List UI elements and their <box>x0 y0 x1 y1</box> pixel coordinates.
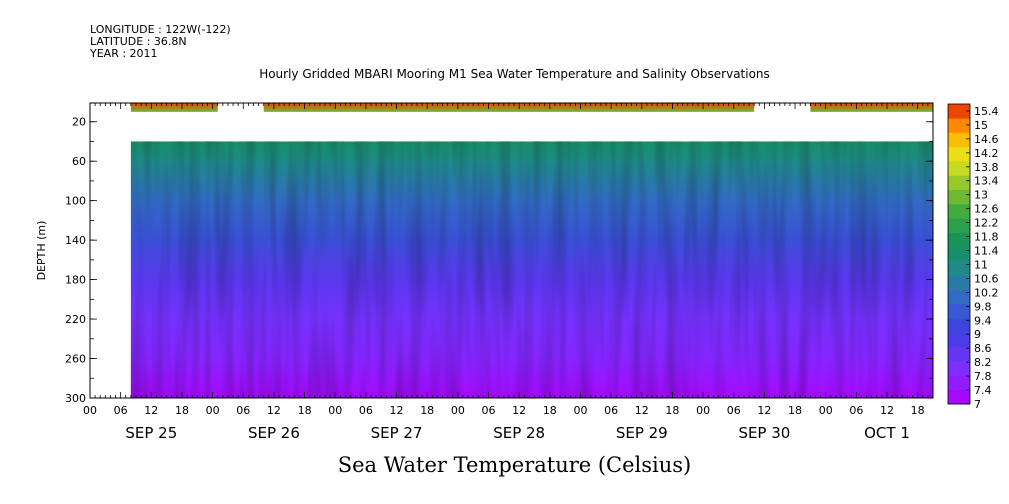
y-tick-label: 20 <box>72 116 86 129</box>
colorbar-band <box>948 389 970 405</box>
longitude-label: LONGITUDE : 122W(-122) <box>90 23 231 36</box>
x-day-label: SEP 26 <box>248 424 300 442</box>
colorbar-label: 9.4 <box>974 314 992 327</box>
x-hour-label: 00 <box>206 404 220 417</box>
colorbar-band <box>948 318 970 333</box>
colorbar-label: 14.2 <box>974 147 999 160</box>
x-hour-label: 12 <box>757 404 771 417</box>
colorbar-band <box>948 246 970 262</box>
x-hour-label: 18 <box>175 404 189 417</box>
colorbar-band <box>948 132 970 148</box>
colorbar-label: 15.4 <box>974 105 999 118</box>
colorbar-label: 14.6 <box>974 133 999 146</box>
x-hour-label: 06 <box>236 404 250 417</box>
colorbar-label: 13.4 <box>974 175 999 188</box>
x-day-label: SEP 29 <box>616 424 668 442</box>
x-day-label: SEP 28 <box>493 424 545 442</box>
y-axis-label: DEPTH (m) <box>35 221 48 281</box>
colorbar-label: 11.4 <box>974 245 999 258</box>
x-day-label: SEP 27 <box>371 424 423 442</box>
colorbar-band <box>948 261 970 276</box>
x-hour-label: 18 <box>543 404 557 417</box>
colorbar-label: 15 <box>974 119 988 132</box>
colorbar-band <box>948 332 970 348</box>
colorbar-band <box>948 232 970 248</box>
colorbar-band <box>948 189 970 205</box>
latitude-label: LATITUDE : 36.8N <box>90 35 187 48</box>
colorbar-label: 8.6 <box>974 342 992 355</box>
colorbar-label: 7.4 <box>974 384 992 397</box>
colorbar-label: 10.2 <box>974 286 999 299</box>
y-tick-label: 60 <box>72 155 86 168</box>
colorbar-label: 11.8 <box>974 231 999 244</box>
x-hour-label: 18 <box>420 404 434 417</box>
x-hour-label: 18 <box>911 404 925 417</box>
x-hour-label: 00 <box>328 404 342 417</box>
colorbar-band <box>948 375 970 391</box>
x-hour-label: 00 <box>696 404 710 417</box>
colorbar-label: 12.2 <box>974 217 999 230</box>
x-hour-label: 18 <box>298 404 312 417</box>
colorbar-band <box>948 104 970 119</box>
colorbar-band <box>948 304 970 319</box>
colorbar-label: 7.8 <box>974 370 992 383</box>
y-tick-label: 140 <box>65 234 86 247</box>
colorbar-label: 7 <box>974 398 981 411</box>
x-hour-label: 06 <box>604 404 618 417</box>
x-hour-label: 12 <box>267 404 281 417</box>
colorbar-label: 8.2 <box>974 356 992 369</box>
y-tick-label: 100 <box>65 195 86 208</box>
x-hour-label: 06 <box>114 404 128 417</box>
footer-title: Sea Water Temperature (Celsius) <box>337 453 692 477</box>
x-hour-label: 00 <box>819 404 833 417</box>
x-hour-label: 00 <box>451 404 465 417</box>
colorbar-label: 9 <box>974 328 981 341</box>
x-hour-label: 06 <box>359 404 373 417</box>
colorbar-label: 9.8 <box>974 300 992 313</box>
x-day-label: SEP 30 <box>738 424 790 442</box>
colorbar-band <box>948 146 970 162</box>
x-hour-label: 06 <box>727 404 741 417</box>
x-hour-label: 12 <box>512 404 526 417</box>
x-hour-label: 18 <box>665 404 679 417</box>
x-hour-label: 00 <box>573 404 587 417</box>
colorbar-label: 13 <box>974 189 988 202</box>
y-tick-label: 300 <box>65 392 86 405</box>
y-tick-label: 180 <box>65 274 86 287</box>
colorbar-label: 13.8 <box>974 161 999 174</box>
colorbar-label: 11 <box>974 258 988 271</box>
x-hour-label: 06 <box>849 404 863 417</box>
plot-frame <box>89 102 934 399</box>
x-day-label: SEP 25 <box>125 424 177 442</box>
colorbar-label: 12.6 <box>974 203 999 216</box>
x-hour-label: 18 <box>788 404 802 417</box>
colorbar-band <box>948 361 970 376</box>
colorbar-band <box>948 161 970 176</box>
surface-segment-1 <box>130 103 218 112</box>
colorbar-band <box>948 289 970 305</box>
colorbar-band <box>948 175 970 191</box>
y-tick-label: 220 <box>65 313 86 326</box>
water-column-texture <box>130 141 933 398</box>
colorbar-band <box>948 218 970 233</box>
colorbar-label: 10.6 <box>974 272 999 285</box>
x-day-label: OCT 1 <box>864 424 910 442</box>
x-hour-label: 12 <box>144 404 158 417</box>
colorbar-band <box>948 346 970 362</box>
x-hour-label: 06 <box>482 404 496 417</box>
x-hour-label: 00 <box>83 404 97 417</box>
chart-title: Hourly Gridded MBARI Mooring M1 Sea Wate… <box>259 67 770 81</box>
colorbar-band <box>948 118 970 133</box>
x-hour-label: 12 <box>635 404 649 417</box>
x-hour-label: 12 <box>390 404 404 417</box>
x-hour-label: 12 <box>880 404 894 417</box>
year-label: YEAR : 2011 <box>90 47 158 60</box>
surface-segment-3 <box>810 103 933 112</box>
colorbar-band <box>948 204 970 219</box>
colorbar-band <box>948 275 970 291</box>
colorbar-frame <box>947 103 971 405</box>
surface-segment-2 <box>263 103 755 112</box>
y-tick-label: 260 <box>65 353 86 366</box>
